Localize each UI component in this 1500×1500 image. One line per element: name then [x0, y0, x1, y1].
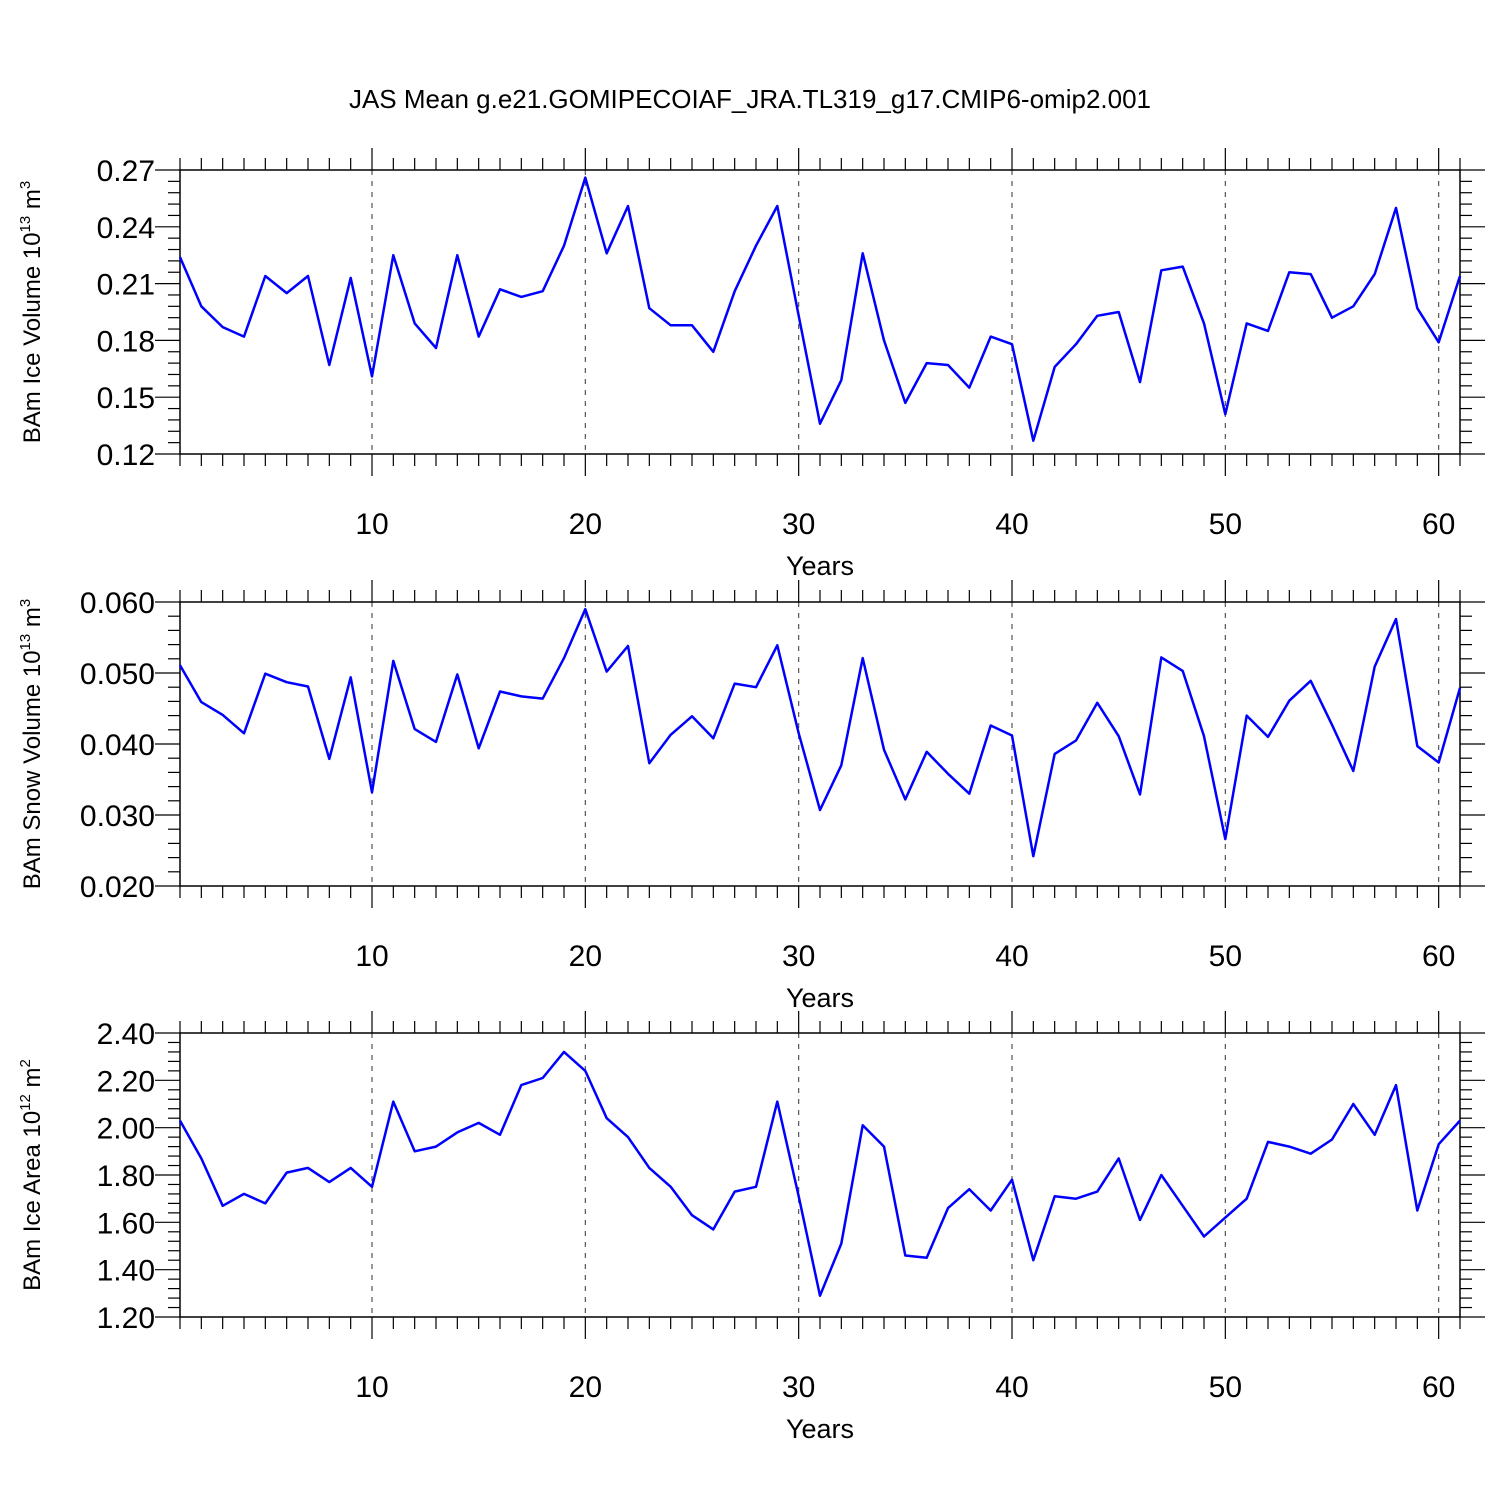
- x-axis-label: Years: [786, 983, 854, 1013]
- y-axis-label: BAm Ice Area 1012 m2: [17, 1059, 46, 1291]
- x-tick-label: 40: [995, 940, 1028, 973]
- panel-2: 0.020 0.030 0.040 0.050 0.060 10 20 30 40 50 60 Yea…: [17, 580, 1485, 1013]
- y-tick-label: 1.60: [97, 1207, 155, 1240]
- x-tick-label: 20: [569, 508, 602, 541]
- y-tick-label: 1.40: [97, 1255, 155, 1288]
- y-axis-label-main: BAm Ice Area 10: [19, 1111, 46, 1291]
- y-tick-label: 0.15: [97, 382, 155, 415]
- x-tick-label: 20: [569, 1371, 602, 1404]
- y-tick-label: 0.030: [80, 800, 155, 833]
- y-axis-label-unit: m: [19, 189, 46, 216]
- y-axis-label-exponent: 12: [17, 1094, 34, 1111]
- series-line: [178, 1050, 1461, 1297]
- x-tick-label: 60: [1422, 940, 1455, 973]
- y-axis-label-exponent: 13: [17, 216, 34, 233]
- y-axis-label-exponent: 13: [17, 634, 34, 651]
- y-axis-label-main: BAm Snow Volume 10: [19, 650, 46, 889]
- y-axis-label-unit: m: [19, 607, 46, 634]
- x-tick-label: 40: [995, 508, 1028, 541]
- x-tick-label: 10: [355, 1371, 388, 1404]
- plot-frame: [179, 169, 1461, 455]
- x-tick-label: 60: [1422, 1371, 1455, 1404]
- x-tick-label: 60: [1422, 508, 1455, 541]
- y-tick-label: 2.40: [97, 1018, 155, 1051]
- x-tick-label: 40: [995, 1371, 1028, 1404]
- x-tick-label: 30: [782, 1371, 815, 1404]
- y-tick-label: 0.020: [80, 871, 155, 904]
- y-axis-label-unit-exponent: 3: [17, 599, 34, 607]
- x-tick-label: 20: [569, 940, 602, 973]
- y-tick-label: 0.060: [80, 587, 155, 620]
- series-line: [178, 176, 1462, 442]
- x-tick-label: 10: [355, 940, 388, 973]
- plot-frame: [179, 1032, 1461, 1318]
- y-axis-label-unit: m: [19, 1067, 46, 1094]
- y-tick-label: 0.24: [97, 212, 155, 245]
- x-tick-label: 30: [782, 940, 815, 973]
- x-tick-label: 50: [1209, 508, 1242, 541]
- x-tick-label: 50: [1209, 1371, 1242, 1404]
- y-tick-label: 0.050: [80, 658, 155, 691]
- y-tick-label: 0.27: [97, 155, 155, 188]
- x-axis-label: Years: [786, 1414, 854, 1444]
- x-tick-label: 30: [782, 508, 815, 541]
- y-axis-label: BAm Snow Volume 1013 m3: [17, 599, 46, 890]
- chart-title: JAS Mean g.e21.GOMIPECOIAF_JRA.TL319_g17…: [349, 84, 1151, 114]
- x-tick-label: 50: [1209, 940, 1242, 973]
- panel-1: 0.12 0.15 0.18 0.21 0.24 0.27 10 20 30 40 50 60 Year…: [17, 148, 1485, 581]
- y-tick-label: 2.00: [97, 1113, 155, 1146]
- y-axis-label-unit-exponent: 3: [17, 181, 34, 189]
- y-axis-label: BAm Ice Volume 1013 m3: [17, 181, 46, 443]
- panel-3: 1.20 1.40 1.60 1.80 2.00 2.20 2.40 10 20 30 40 50 60…: [17, 1011, 1485, 1444]
- y-tick-label: 0.12: [97, 439, 155, 472]
- plot-frame: [179, 601, 1461, 887]
- panels: 0.12 0.15 0.18 0.21 0.24 0.27 10 20 30 40 50 60 Year…: [17, 148, 1485, 1444]
- x-tick-label: 10: [355, 508, 388, 541]
- y-axis-label-main: BAm Ice Volume 10: [19, 232, 46, 443]
- y-axis-label-unit-exponent: 2: [17, 1059, 34, 1067]
- x-axis-label: Years: [786, 551, 854, 581]
- y-tick-label: 1.20: [97, 1302, 155, 1335]
- y-tick-label: 2.20: [97, 1065, 155, 1098]
- y-tick-label: 0.21: [97, 269, 155, 302]
- series-line: [178, 607, 1462, 858]
- y-tick-label: 0.040: [80, 729, 155, 762]
- y-tick-label: 1.80: [97, 1160, 155, 1193]
- y-tick-label: 0.18: [97, 325, 155, 358]
